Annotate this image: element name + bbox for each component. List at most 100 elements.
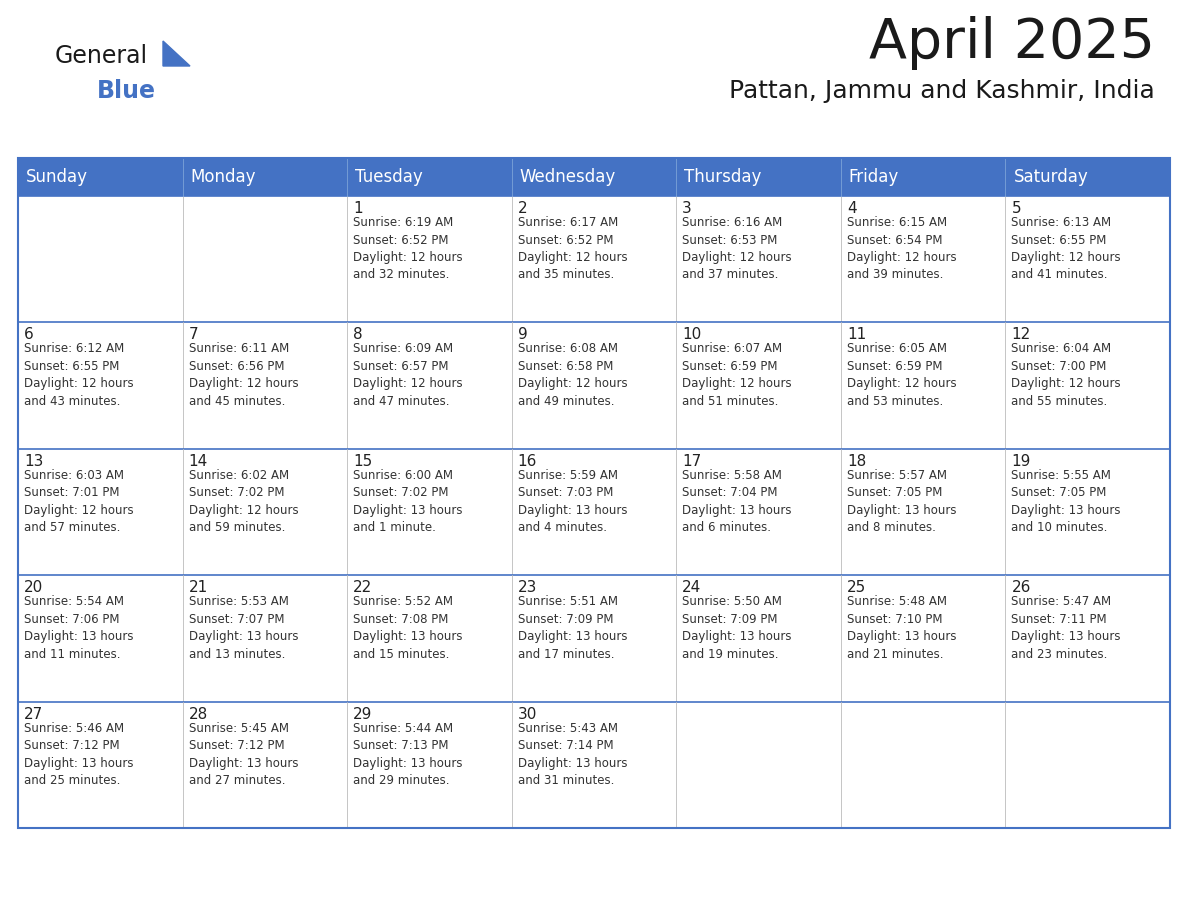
Text: 17: 17 — [682, 453, 702, 469]
Text: Sunrise: 5:51 AM
Sunset: 7:09 PM
Daylight: 13 hours
and 17 minutes.: Sunrise: 5:51 AM Sunset: 7:09 PM Dayligh… — [518, 595, 627, 661]
Bar — [676, 449, 841, 576]
Text: 7: 7 — [189, 328, 198, 342]
Bar — [347, 322, 512, 449]
Text: 27: 27 — [24, 707, 43, 722]
Bar — [347, 196, 512, 322]
Text: 1: 1 — [353, 201, 362, 216]
Bar — [18, 158, 1170, 828]
Text: Sunrise: 6:17 AM
Sunset: 6:52 PM
Daylight: 12 hours
and 35 minutes.: Sunrise: 6:17 AM Sunset: 6:52 PM Dayligh… — [518, 216, 627, 282]
Text: 22: 22 — [353, 580, 372, 595]
Text: Sunrise: 5:47 AM
Sunset: 7:11 PM
Daylight: 13 hours
and 23 minutes.: Sunrise: 5:47 AM Sunset: 7:11 PM Dayligh… — [1011, 595, 1121, 661]
Text: Sunrise: 6:11 AM
Sunset: 6:56 PM
Daylight: 12 hours
and 45 minutes.: Sunrise: 6:11 AM Sunset: 6:56 PM Dayligh… — [189, 342, 298, 408]
Bar — [18, 576, 183, 701]
Bar — [1005, 196, 1170, 322]
Bar — [183, 701, 347, 828]
Text: Sunrise: 6:16 AM
Sunset: 6:53 PM
Daylight: 12 hours
and 37 minutes.: Sunrise: 6:16 AM Sunset: 6:53 PM Dayligh… — [682, 216, 792, 282]
Bar — [841, 196, 1005, 322]
Text: Sunrise: 5:57 AM
Sunset: 7:05 PM
Daylight: 13 hours
and 8 minutes.: Sunrise: 5:57 AM Sunset: 7:05 PM Dayligh… — [847, 469, 956, 534]
Bar — [18, 449, 183, 576]
Text: 28: 28 — [189, 707, 208, 722]
Bar — [676, 196, 841, 322]
Text: 14: 14 — [189, 453, 208, 469]
Bar — [183, 449, 347, 576]
Bar — [18, 158, 1170, 196]
Text: Sunrise: 6:00 AM
Sunset: 7:02 PM
Daylight: 13 hours
and 1 minute.: Sunrise: 6:00 AM Sunset: 7:02 PM Dayligh… — [353, 469, 462, 534]
Bar — [347, 576, 512, 701]
Text: 8: 8 — [353, 328, 362, 342]
Text: General: General — [55, 44, 148, 68]
Text: Sunrise: 5:53 AM
Sunset: 7:07 PM
Daylight: 13 hours
and 13 minutes.: Sunrise: 5:53 AM Sunset: 7:07 PM Dayligh… — [189, 595, 298, 661]
Text: 30: 30 — [518, 707, 537, 722]
Text: 29: 29 — [353, 707, 373, 722]
Bar — [841, 449, 1005, 576]
Text: Tuesday: Tuesday — [355, 168, 423, 186]
Text: Sunrise: 6:19 AM
Sunset: 6:52 PM
Daylight: 12 hours
and 32 minutes.: Sunrise: 6:19 AM Sunset: 6:52 PM Dayligh… — [353, 216, 463, 282]
Bar — [1005, 449, 1170, 576]
Text: Sunrise: 5:44 AM
Sunset: 7:13 PM
Daylight: 13 hours
and 29 minutes.: Sunrise: 5:44 AM Sunset: 7:13 PM Dayligh… — [353, 722, 462, 787]
Text: Sunrise: 5:43 AM
Sunset: 7:14 PM
Daylight: 13 hours
and 31 minutes.: Sunrise: 5:43 AM Sunset: 7:14 PM Dayligh… — [518, 722, 627, 787]
Text: 25: 25 — [847, 580, 866, 595]
Text: Wednesday: Wednesday — [519, 168, 615, 186]
Bar — [18, 322, 183, 449]
Bar — [18, 701, 183, 828]
Text: 18: 18 — [847, 453, 866, 469]
Text: Sunrise: 5:58 AM
Sunset: 7:04 PM
Daylight: 13 hours
and 6 minutes.: Sunrise: 5:58 AM Sunset: 7:04 PM Dayligh… — [682, 469, 791, 534]
Text: Monday: Monday — [190, 168, 257, 186]
Text: 16: 16 — [518, 453, 537, 469]
Text: Sunrise: 6:07 AM
Sunset: 6:59 PM
Daylight: 12 hours
and 51 minutes.: Sunrise: 6:07 AM Sunset: 6:59 PM Dayligh… — [682, 342, 792, 408]
Text: Sunrise: 6:04 AM
Sunset: 7:00 PM
Daylight: 12 hours
and 55 minutes.: Sunrise: 6:04 AM Sunset: 7:00 PM Dayligh… — [1011, 342, 1121, 408]
Bar — [1005, 701, 1170, 828]
Bar — [676, 322, 841, 449]
Text: April 2025: April 2025 — [868, 16, 1155, 70]
Text: 5: 5 — [1011, 201, 1020, 216]
Text: Sunrise: 5:48 AM
Sunset: 7:10 PM
Daylight: 13 hours
and 21 minutes.: Sunrise: 5:48 AM Sunset: 7:10 PM Dayligh… — [847, 595, 956, 661]
Polygon shape — [163, 41, 190, 66]
Text: Sunrise: 6:02 AM
Sunset: 7:02 PM
Daylight: 12 hours
and 59 minutes.: Sunrise: 6:02 AM Sunset: 7:02 PM Dayligh… — [189, 469, 298, 534]
Text: Sunrise: 5:46 AM
Sunset: 7:12 PM
Daylight: 13 hours
and 25 minutes.: Sunrise: 5:46 AM Sunset: 7:12 PM Dayligh… — [24, 722, 133, 787]
Text: 2: 2 — [518, 201, 527, 216]
Bar — [512, 701, 676, 828]
Bar — [183, 196, 347, 322]
Bar — [512, 449, 676, 576]
Bar — [18, 196, 183, 322]
Text: Sunrise: 6:15 AM
Sunset: 6:54 PM
Daylight: 12 hours
and 39 minutes.: Sunrise: 6:15 AM Sunset: 6:54 PM Dayligh… — [847, 216, 956, 282]
Text: 19: 19 — [1011, 453, 1031, 469]
Bar — [18, 158, 1170, 828]
Text: 23: 23 — [518, 580, 537, 595]
Text: Sunrise: 5:50 AM
Sunset: 7:09 PM
Daylight: 13 hours
and 19 minutes.: Sunrise: 5:50 AM Sunset: 7:09 PM Dayligh… — [682, 595, 791, 661]
Text: 9: 9 — [518, 328, 527, 342]
Text: 20: 20 — [24, 580, 43, 595]
Text: Sunrise: 5:52 AM
Sunset: 7:08 PM
Daylight: 13 hours
and 15 minutes.: Sunrise: 5:52 AM Sunset: 7:08 PM Dayligh… — [353, 595, 462, 661]
Text: 10: 10 — [682, 328, 702, 342]
Text: Sunday: Sunday — [26, 168, 88, 186]
Text: 21: 21 — [189, 580, 208, 595]
Text: Sunrise: 5:45 AM
Sunset: 7:12 PM
Daylight: 13 hours
and 27 minutes.: Sunrise: 5:45 AM Sunset: 7:12 PM Dayligh… — [189, 722, 298, 787]
Bar — [676, 576, 841, 701]
Bar — [841, 701, 1005, 828]
Bar — [512, 196, 676, 322]
Bar — [841, 576, 1005, 701]
Bar — [347, 701, 512, 828]
Text: Sunrise: 6:05 AM
Sunset: 6:59 PM
Daylight: 12 hours
and 53 minutes.: Sunrise: 6:05 AM Sunset: 6:59 PM Dayligh… — [847, 342, 956, 408]
Text: Saturday: Saturday — [1013, 168, 1088, 186]
Text: Sunrise: 5:54 AM
Sunset: 7:06 PM
Daylight: 13 hours
and 11 minutes.: Sunrise: 5:54 AM Sunset: 7:06 PM Dayligh… — [24, 595, 133, 661]
Text: Thursday: Thursday — [684, 168, 762, 186]
Text: Sunrise: 6:09 AM
Sunset: 6:57 PM
Daylight: 12 hours
and 47 minutes.: Sunrise: 6:09 AM Sunset: 6:57 PM Dayligh… — [353, 342, 463, 408]
Bar — [1005, 576, 1170, 701]
Bar — [512, 576, 676, 701]
Text: Sunrise: 6:12 AM
Sunset: 6:55 PM
Daylight: 12 hours
and 43 minutes.: Sunrise: 6:12 AM Sunset: 6:55 PM Dayligh… — [24, 342, 133, 408]
Text: Blue: Blue — [97, 79, 156, 103]
Bar — [676, 701, 841, 828]
Text: Sunrise: 6:08 AM
Sunset: 6:58 PM
Daylight: 12 hours
and 49 minutes.: Sunrise: 6:08 AM Sunset: 6:58 PM Dayligh… — [518, 342, 627, 408]
Text: 3: 3 — [682, 201, 693, 216]
Bar — [183, 322, 347, 449]
Bar — [512, 322, 676, 449]
Text: Sunrise: 6:03 AM
Sunset: 7:01 PM
Daylight: 12 hours
and 57 minutes.: Sunrise: 6:03 AM Sunset: 7:01 PM Dayligh… — [24, 469, 133, 534]
Text: 13: 13 — [24, 453, 44, 469]
Text: 4: 4 — [847, 201, 857, 216]
Text: Friday: Friday — [849, 168, 899, 186]
Bar — [1005, 322, 1170, 449]
Bar — [347, 449, 512, 576]
Text: 6: 6 — [24, 328, 33, 342]
Text: 11: 11 — [847, 328, 866, 342]
